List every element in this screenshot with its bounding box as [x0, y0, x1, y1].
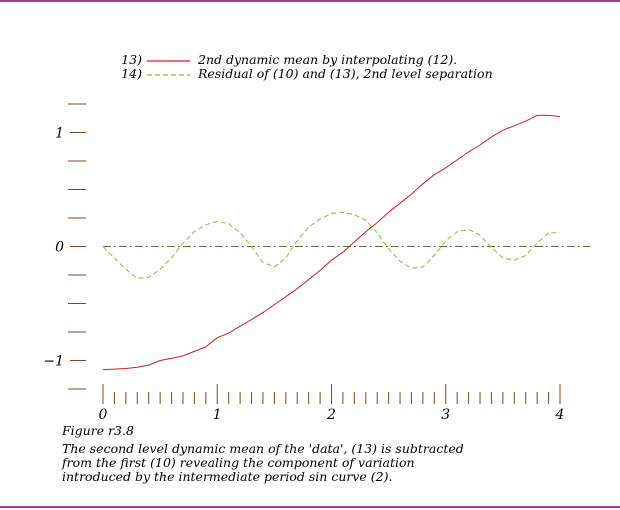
- series-14-line: [102, 211, 560, 279]
- figure-caption: Figure r3.8 The second level dynamic mea…: [62, 424, 602, 484]
- x-tick-label: 1: [213, 407, 222, 423]
- y-tick-label: −1: [43, 354, 64, 370]
- legend-number-13: 13): [121, 52, 142, 67]
- y-tick-label: 1: [55, 126, 64, 142]
- y-axis: −1 0 1: [43, 103, 86, 390]
- y-tick-label: 0: [55, 240, 64, 256]
- series-group: [102, 114, 561, 371]
- legend-entry-13: 13) 2nd dynamic mean by interpolating (1…: [121, 52, 457, 67]
- figure-label: Figure r3.8: [62, 423, 134, 438]
- legend-entry-14: 14) Residual of (10) and (13), 2nd level…: [121, 66, 492, 81]
- caption-line-1: The second level dynamic mean of the 'da…: [62, 441, 464, 456]
- x-tick-label: 3: [441, 407, 450, 423]
- chart-legend: 13) 2nd dynamic mean by interpolating (1…: [121, 52, 492, 81]
- x-tick-label: 4: [555, 407, 565, 423]
- legend-number-14: 14): [121, 66, 142, 81]
- caption-line-3: introduced by the intermediate period si…: [62, 469, 393, 484]
- x-tick-label: 0: [99, 407, 108, 423]
- legend-label-14: Residual of (10) and (13), 2nd level sep…: [197, 66, 493, 81]
- legend-label-13: 2nd dynamic mean by interpolating (12).: [197, 52, 457, 67]
- x-axis: 0 1 2 3 4: [99, 384, 565, 423]
- x-tick-label: 2: [326, 407, 336, 423]
- series-13-line: [102, 114, 561, 371]
- caption-line-2: from the first (10) revealing the compon…: [62, 455, 415, 470]
